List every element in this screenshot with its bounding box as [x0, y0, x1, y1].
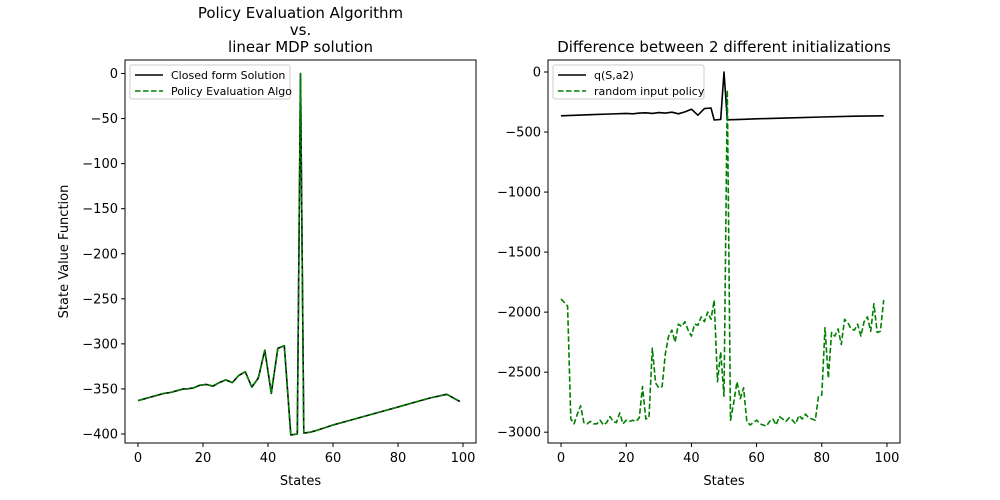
series-line-0 [560, 71, 884, 121]
chart-title-line: vs. [290, 21, 311, 39]
legend-entry: Closed form Solution [171, 69, 285, 82]
x-tick-label: 20 [195, 451, 212, 466]
y-tick-label: 0 [533, 66, 541, 81]
y-tick-label: −500 [505, 126, 541, 141]
x-tick-label: 100 [875, 451, 900, 466]
x-tick-label: 40 [683, 451, 700, 466]
legend-box [129, 64, 291, 100]
series-line-1 [560, 89, 885, 428]
chart-title-line: Policy Evaluation Algorithm [198, 4, 403, 22]
x-tick-label: 60 [325, 451, 342, 466]
x-tick-label: 0 [134, 451, 142, 466]
legend-box [552, 64, 705, 100]
legend-entry: q(S,a2) [594, 69, 634, 82]
chart-title-line: linear MDP solution [228, 38, 373, 56]
legend-entry: random input policy [594, 85, 705, 98]
y-tick-label: −50 [91, 112, 118, 127]
right-chart: Difference between 2 different initializ… [497, 38, 901, 489]
x-tick-label: 80 [390, 451, 407, 466]
x-tick-label: 40 [260, 451, 277, 466]
x-tick-label: 0 [557, 451, 565, 466]
y-tick-label: −200 [82, 247, 118, 262]
y-tick-label: −150 [82, 202, 118, 217]
y-tick-label: −100 [82, 157, 118, 172]
x-tick-label: 80 [814, 451, 831, 466]
legend-entry: Policy Evaluation Algo [171, 85, 292, 98]
series-group [137, 72, 461, 436]
y-tick-label: −1500 [497, 246, 541, 261]
y-tick-label: −300 [82, 337, 118, 352]
y-tick-label: −400 [82, 427, 118, 442]
y-tick-label: −250 [82, 292, 118, 307]
y-tick-label: −350 [82, 382, 118, 397]
y-tick-label: 0 [110, 67, 118, 82]
x-tick-label: 100 [451, 451, 476, 466]
y-axis-label: State Value Function [57, 185, 72, 319]
y-tick-label: −3000 [497, 426, 541, 441]
series-group [560, 71, 885, 428]
y-tick-label: −2500 [497, 366, 541, 381]
y-tick-label: −1000 [497, 186, 541, 201]
x-axis-label: States [703, 474, 744, 489]
y-tick-label: −2000 [497, 306, 541, 321]
chart-title-line: Difference between 2 different initializ… [557, 38, 891, 56]
series-line-1 [137, 72, 461, 436]
x-tick-label: 20 [618, 451, 635, 466]
x-tick-label: 60 [748, 451, 765, 466]
x-axis-label: States [280, 474, 321, 489]
